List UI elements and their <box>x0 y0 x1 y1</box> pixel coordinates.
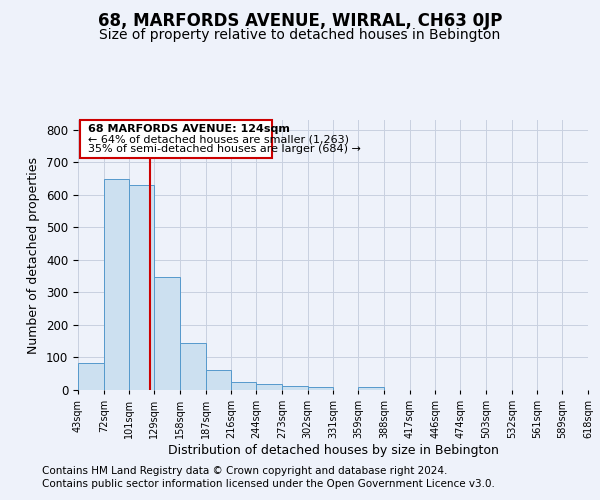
Text: Contains public sector information licensed under the Open Government Licence v3: Contains public sector information licen… <box>42 479 495 489</box>
Text: Contains HM Land Registry data © Crown copyright and database right 2024.: Contains HM Land Registry data © Crown c… <box>42 466 448 476</box>
Bar <box>104 178 130 390</box>
Text: 68 MARFORDS AVENUE: 124sqm: 68 MARFORDS AVENUE: 124sqm <box>88 124 290 134</box>
Text: ← 64% of detached houses are smaller (1,263): ← 64% of detached houses are smaller (1,… <box>88 134 349 144</box>
Bar <box>78 364 104 390</box>
Bar <box>358 386 384 390</box>
X-axis label: Distribution of detached houses by size in Bebington: Distribution of detached houses by size … <box>167 444 499 457</box>
Text: 35% of semi-detached houses are larger (684) →: 35% of semi-detached houses are larger (… <box>88 144 361 154</box>
Bar <box>180 343 206 390</box>
FancyBboxPatch shape <box>80 120 272 158</box>
Bar <box>232 382 256 390</box>
Bar <box>130 185 154 390</box>
Text: Size of property relative to detached houses in Bebington: Size of property relative to detached ho… <box>100 28 500 42</box>
Y-axis label: Number of detached properties: Number of detached properties <box>28 156 40 354</box>
Text: 68, MARFORDS AVENUE, WIRRAL, CH63 0JP: 68, MARFORDS AVENUE, WIRRAL, CH63 0JP <box>98 12 502 30</box>
Bar <box>282 386 308 390</box>
Bar <box>154 277 180 390</box>
Bar <box>308 388 334 390</box>
Bar <box>206 370 232 390</box>
Bar <box>256 384 282 390</box>
